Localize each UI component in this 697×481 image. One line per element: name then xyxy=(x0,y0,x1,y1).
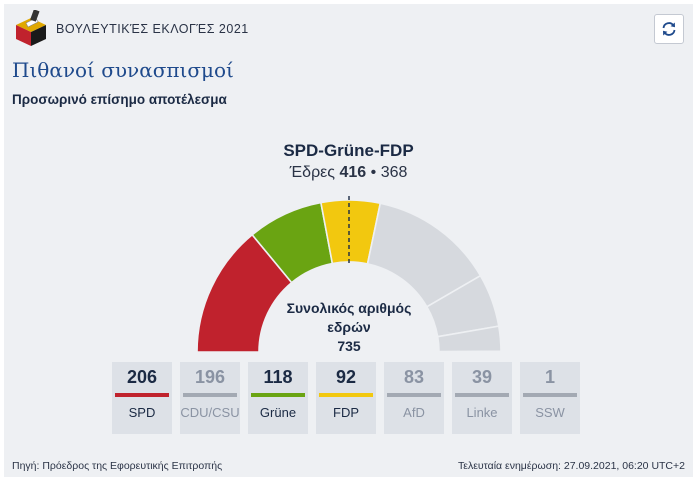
seats-separator: • xyxy=(370,164,377,181)
coalition-seats: Έδρες 416 • 368 xyxy=(0,164,697,182)
coalition-seat-count: 416 xyxy=(339,164,367,181)
last-updated: Τελευταία ενημέρωση: 27.09.2021, 06:20 U… xyxy=(458,460,685,472)
party-seats: 83 xyxy=(403,367,425,387)
seat-segment-ssw xyxy=(438,350,502,353)
party-seats: 206 xyxy=(126,367,158,387)
seats-prefix: Έδρες xyxy=(289,164,336,181)
source-note: Πηγή: Πρόεδρος της Εφορευτικής Επιτροπής xyxy=(12,460,223,472)
party-tile[interactable]: 39 Linke xyxy=(452,362,512,434)
party-tile[interactable]: 92 FDP xyxy=(316,362,376,434)
refresh-icon xyxy=(662,22,676,36)
party-seats: 118 xyxy=(263,367,293,387)
party-list: 206 SPD 196 CDU/CSU 118 Grüne 92 FDP 83 AfD 39 Link… xyxy=(112,362,580,434)
app-title: ΒΟΥΛΕΥΤΙΚΈΣ ΕΚΛΟΓΈΣ 2021 xyxy=(56,22,249,36)
party-color-bar xyxy=(115,393,169,397)
party-seats: 39 xyxy=(471,367,493,387)
majority-threshold: 368 xyxy=(380,164,408,181)
party-name: FDP xyxy=(333,405,359,420)
total-seats-label: Συνολικός αριθμός εδρών xyxy=(286,300,412,335)
party-color-bar xyxy=(523,393,577,397)
header: ΒΟΥΛΕΥΤΙΚΈΣ ΕΚΛΟΓΈΣ 2021 xyxy=(14,10,684,48)
ballot-box-icon xyxy=(16,10,46,46)
party-seats: 196 xyxy=(194,367,226,387)
party-color-bar xyxy=(183,393,237,397)
party-name: AfD xyxy=(403,405,425,420)
party-seats: 92 xyxy=(335,367,357,387)
party-name: Linke xyxy=(466,405,498,420)
party-tile[interactable]: 206 SPD xyxy=(112,362,172,434)
party-seats: 1 xyxy=(544,367,555,387)
party-color-bar xyxy=(455,393,509,397)
party-name: SSW xyxy=(535,405,565,420)
refresh-button[interactable] xyxy=(654,14,684,44)
party-color-bar xyxy=(319,393,373,397)
page-subtitle: Προσωρινό επίσημο αποτέλεσμα xyxy=(12,92,227,107)
coalition-name: SPD-Grüne-FDP xyxy=(283,141,414,160)
party-tile[interactable]: 118 Grüne xyxy=(248,362,308,434)
party-name: CDU/CSU xyxy=(180,405,240,420)
party-tile[interactable]: 83 AfD xyxy=(384,362,444,434)
party-tile[interactable]: 196 CDU/CSU xyxy=(180,362,240,434)
party-name: SPD xyxy=(128,405,156,420)
total-seats-value: 735 xyxy=(337,338,361,354)
party-tile[interactable]: 1 SSW xyxy=(520,362,580,434)
party-color-bar xyxy=(387,393,441,397)
party-color-bar xyxy=(251,393,305,397)
party-name: Grüne xyxy=(259,405,297,420)
page-title: Πιθανοί συνασπισμοί xyxy=(12,58,234,82)
